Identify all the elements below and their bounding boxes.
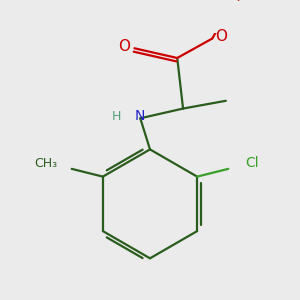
- Text: Cl: Cl: [245, 156, 258, 170]
- Text: H: H: [112, 110, 122, 123]
- Text: N: N: [135, 109, 146, 123]
- Text: O: O: [118, 39, 130, 54]
- Text: CH₃: CH₃: [34, 157, 57, 169]
- Text: O: O: [215, 29, 227, 44]
- Text: methyl: methyl: [215, 0, 244, 1]
